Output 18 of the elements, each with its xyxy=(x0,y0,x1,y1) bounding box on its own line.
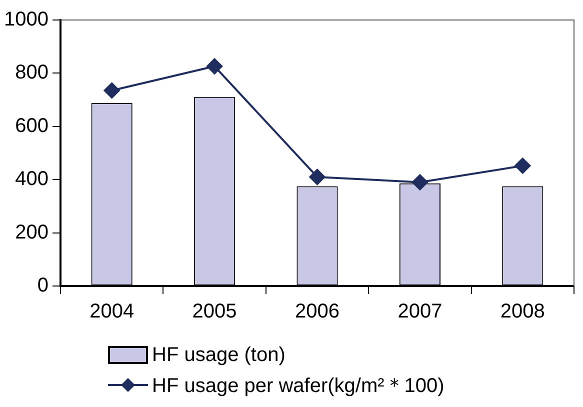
x-tick-label: 2006 xyxy=(294,300,340,323)
point xyxy=(514,158,531,174)
x-tick-label: 2008 xyxy=(500,300,545,323)
y-tick-label: 0 xyxy=(37,274,48,297)
x-tick-label: 2007 xyxy=(398,300,442,323)
point xyxy=(309,168,326,185)
y-tick-label: 200 xyxy=(15,221,48,244)
y-tick-label: 600 xyxy=(15,114,48,137)
point xyxy=(412,174,428,190)
point xyxy=(206,58,223,74)
legend-label: HF usage per wafer(kg/m²＊100) xyxy=(152,374,444,398)
x-tick-label: 2004 xyxy=(90,300,134,323)
y-tick-label: 800 xyxy=(15,62,48,84)
y-tick-label: 1000 xyxy=(4,8,48,31)
legend-label: HF usage (ton) xyxy=(152,344,286,366)
y-tick-label: 400 xyxy=(15,168,48,190)
x-tick-label: 2005 xyxy=(192,300,237,323)
point xyxy=(104,82,120,98)
